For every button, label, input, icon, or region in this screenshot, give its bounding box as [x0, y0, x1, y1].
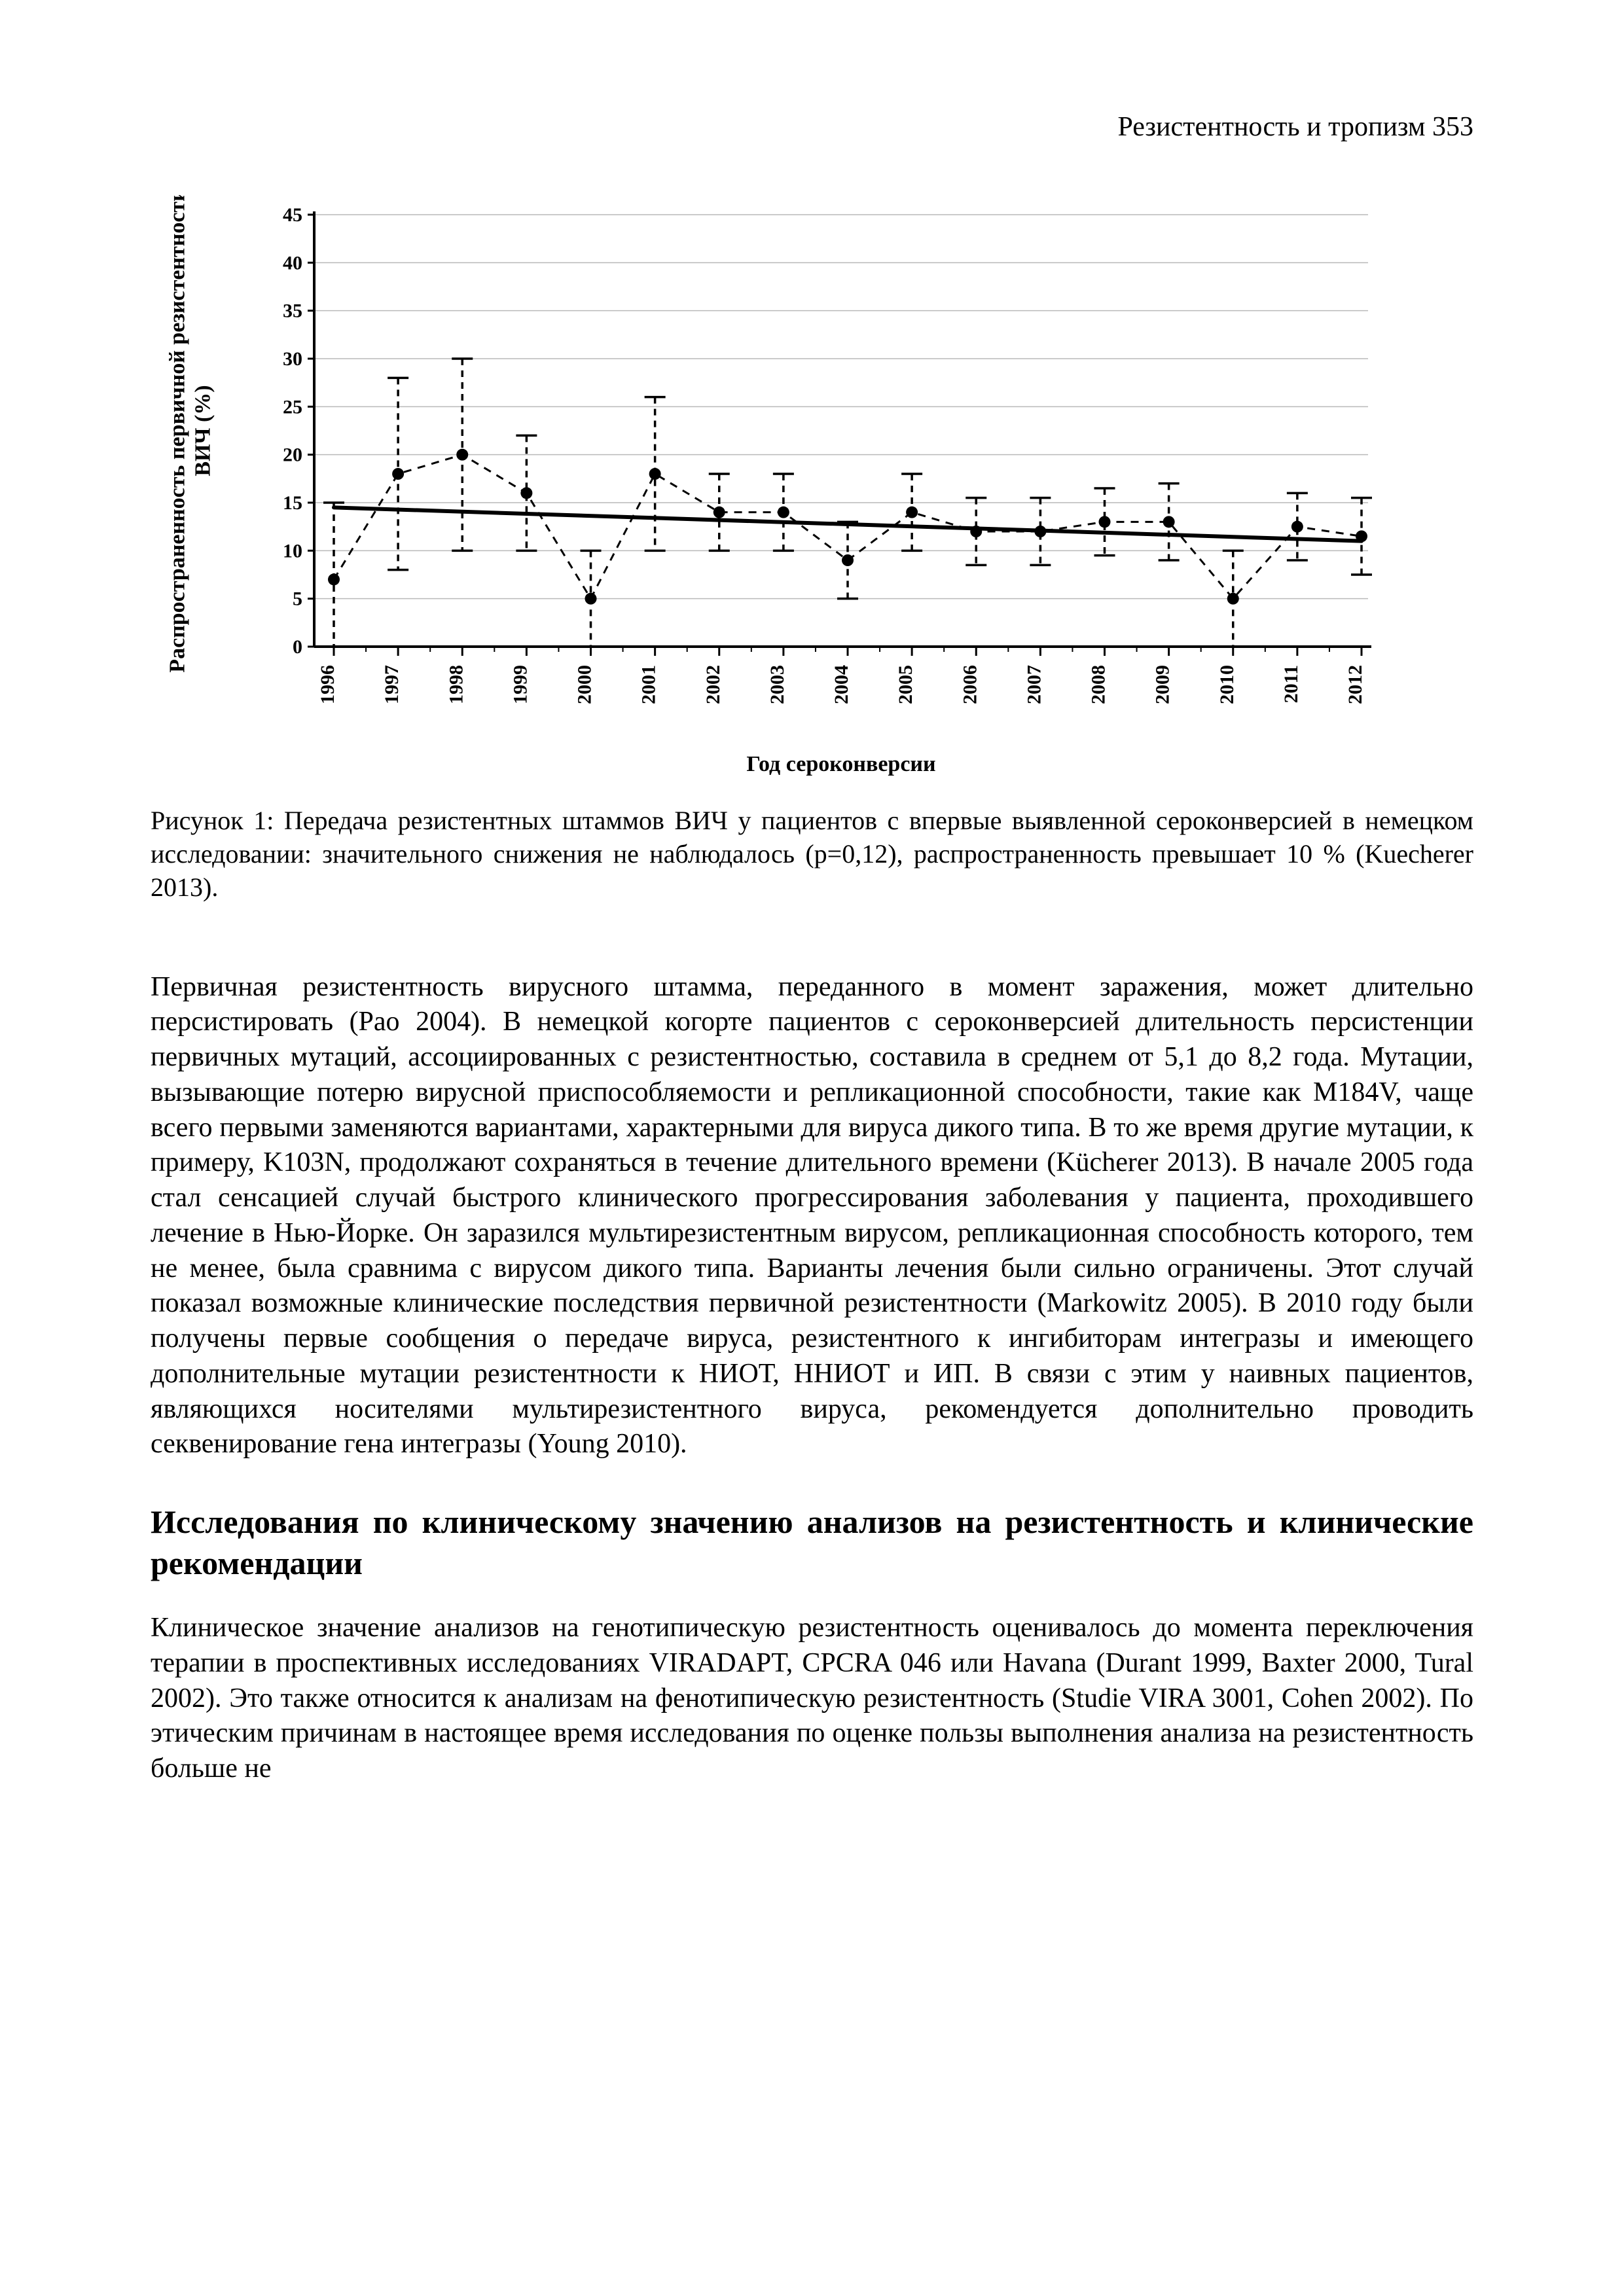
svg-text:2012: 2012: [1344, 665, 1366, 704]
svg-text:2005: 2005: [895, 665, 916, 704]
svg-text:30: 30: [283, 348, 302, 370]
svg-text:20: 20: [283, 444, 302, 466]
svg-text:2009: 2009: [1152, 665, 1174, 704]
running-head: Резистентность и тропизм 353: [151, 111, 1473, 143]
svg-text:2002: 2002: [702, 665, 724, 704]
svg-text:2008: 2008: [1088, 665, 1110, 704]
svg-text:45: 45: [283, 204, 302, 226]
svg-text:5: 5: [293, 588, 302, 610]
svg-text:2003: 2003: [767, 665, 788, 704]
svg-text:2010: 2010: [1216, 665, 1238, 704]
svg-text:2007: 2007: [1023, 665, 1045, 704]
svg-text:Год сероконверсии: Год сероконверсии: [746, 752, 935, 776]
section-heading: Исследования по клиническому значению ан…: [151, 1501, 1473, 1583]
svg-text:2011: 2011: [1280, 665, 1302, 703]
svg-text:25: 25: [283, 396, 302, 418]
svg-text:10: 10: [283, 540, 302, 562]
figure-1-caption: Рисунок 1: Передача резистентных штаммов…: [151, 804, 1473, 905]
figure-1: 0 5 10 15 20 25 30 35 40 45 1996 1997 1998 1999 2000 20…: [151, 195, 1473, 784]
svg-text:1999: 1999: [509, 665, 531, 704]
svg-text:2001: 2001: [638, 665, 660, 704]
svg-text:1998: 1998: [445, 665, 467, 704]
svg-text:2004: 2004: [831, 665, 852, 704]
body-paragraph-1: Первичная резистентность вирусного штамм…: [151, 970, 1473, 1463]
svg-text:35: 35: [283, 300, 302, 322]
svg-text:1997: 1997: [381, 665, 403, 704]
svg-text:2006: 2006: [959, 665, 981, 704]
svg-text:15: 15: [283, 492, 302, 514]
svg-text:2000: 2000: [574, 665, 596, 704]
svg-text:0: 0: [293, 636, 302, 658]
svg-text:Распространенность первичной р: Распространенность первичной резистентно…: [165, 195, 215, 673]
svg-text:40: 40: [283, 252, 302, 274]
svg-text:1996: 1996: [317, 665, 338, 704]
body-paragraph-2: Клиническое значение анализов на генотип…: [151, 1611, 1473, 1787]
